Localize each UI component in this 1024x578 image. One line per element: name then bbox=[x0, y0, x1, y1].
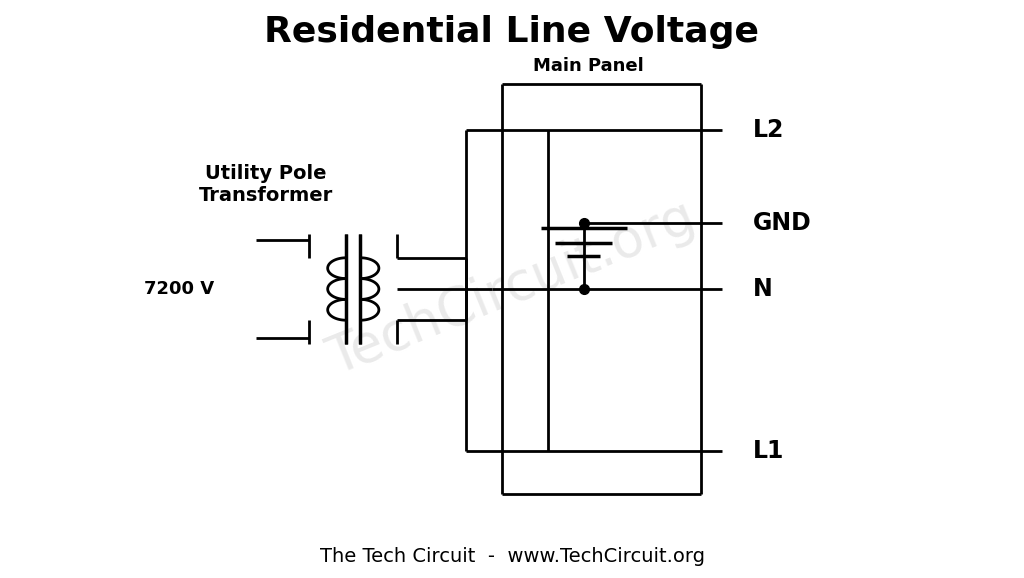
Text: L2: L2 bbox=[753, 118, 784, 142]
Text: Utility Pole
Transformer: Utility Pole Transformer bbox=[199, 165, 334, 205]
Text: L1: L1 bbox=[753, 439, 784, 463]
Text: Main Panel: Main Panel bbox=[534, 57, 644, 76]
Text: The Tech Circuit  -  www.TechCircuit.org: The Tech Circuit - www.TechCircuit.org bbox=[319, 547, 705, 565]
Text: Residential Line Voltage: Residential Line Voltage bbox=[264, 15, 760, 49]
Text: TechCircuit.org: TechCircuit.org bbox=[321, 192, 703, 386]
Text: GND: GND bbox=[753, 210, 811, 235]
Text: 7200 V: 7200 V bbox=[144, 280, 214, 298]
Text: N: N bbox=[753, 277, 772, 301]
